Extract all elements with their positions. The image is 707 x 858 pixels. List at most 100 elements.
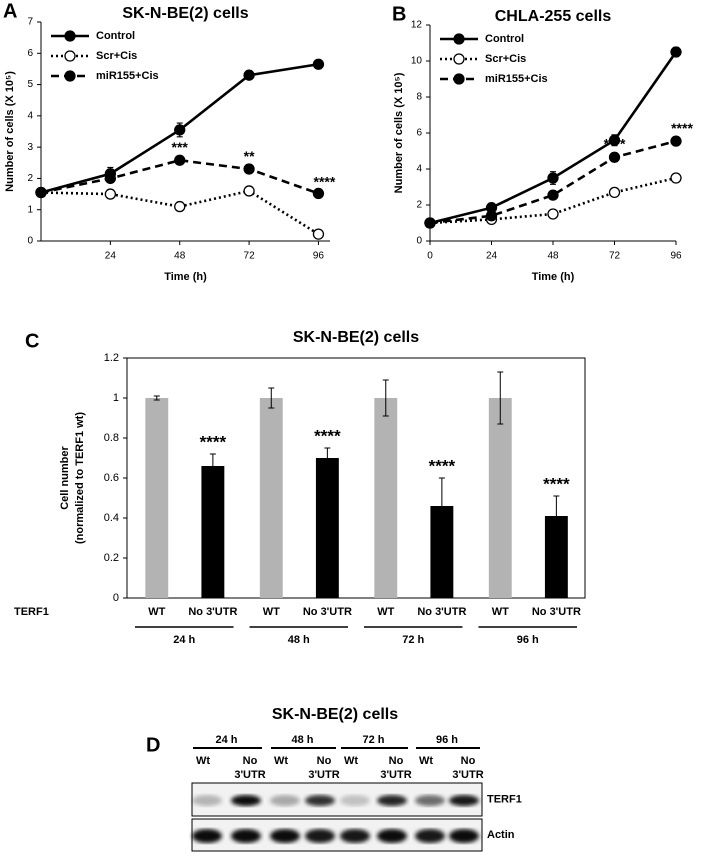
x-tick-label: 72: [244, 251, 256, 262]
bar-label: WT: [263, 606, 280, 618]
y-axis-label: Cell number: [59, 446, 71, 510]
panel-label: D: [146, 734, 160, 756]
y-tick-label: 0.2: [104, 552, 119, 564]
band: [231, 795, 261, 806]
significance: ***: [172, 139, 189, 155]
significance: *: [550, 173, 556, 189]
marker: [485, 210, 498, 222]
series-line: [429, 139, 677, 225]
legend-marker: [453, 33, 465, 45]
y-tick-label: 7: [27, 17, 33, 28]
marker: [104, 172, 117, 185]
band: [340, 795, 370, 806]
marker: [608, 134, 621, 146]
x-tick-label: 72: [609, 251, 621, 262]
marker: [670, 46, 682, 58]
marker: [243, 185, 255, 197]
bar-label: No 3'UTR: [303, 606, 352, 618]
bar-label: No 3'UTR: [188, 606, 237, 618]
lane-label: Wt: [344, 755, 358, 767]
lane-label: No: [317, 755, 332, 767]
significance: ****: [314, 173, 336, 189]
lane-label: 3'UTR: [234, 769, 265, 781]
significance: ****: [604, 135, 626, 151]
row-label: TERF1: [487, 793, 522, 805]
marker: [312, 187, 325, 200]
y-tick-label: 4: [416, 164, 422, 175]
band: [449, 795, 479, 806]
band: [192, 829, 222, 843]
lane-label: 3'UTR: [308, 769, 339, 781]
legend-label: Scr+Cis: [96, 50, 137, 62]
marker: [670, 135, 682, 147]
bar-label: WT: [148, 606, 165, 618]
y-axis-label: Number of cells (X 10⁵): [4, 71, 16, 192]
bar: [201, 466, 225, 598]
marker: [547, 208, 559, 220]
x-tick-label: 96: [313, 251, 325, 262]
band: [231, 829, 261, 843]
significance: ****: [429, 456, 456, 475]
error-bar: [497, 371, 504, 425]
band: [340, 829, 370, 843]
legend-label: Control: [96, 30, 135, 42]
x-tick-label: 48: [174, 251, 186, 262]
band: [192, 795, 222, 806]
y-tick-label: 0: [113, 592, 119, 604]
series-line: [40, 158, 319, 195]
bar: [544, 516, 568, 598]
y-axis-label: Number of cells (X 10⁵): [393, 72, 405, 193]
lane-label: Wt: [274, 755, 288, 767]
marker: [174, 154, 186, 166]
band: [449, 829, 479, 843]
legend-label: miR155+Cis: [485, 73, 548, 85]
lane-label: 3'UTR: [380, 769, 411, 781]
bar: [315, 458, 339, 598]
marker: [608, 151, 621, 163]
legend-marker: [64, 70, 76, 82]
significance: **: [244, 148, 255, 164]
chart-title: SK-N-BE(2) cells: [293, 329, 419, 346]
bar-label: WT: [377, 606, 394, 618]
marker: [35, 186, 47, 199]
marker: [104, 188, 117, 200]
lane-label: Wt: [419, 755, 433, 767]
error-bar: [209, 453, 216, 479]
marker: [174, 200, 186, 213]
marker: [670, 172, 682, 184]
y-tick-label: 5: [27, 79, 33, 90]
legend-marker: [453, 53, 465, 65]
bar: [430, 506, 454, 598]
row-label: Actin: [487, 829, 515, 841]
marker: [243, 69, 255, 81]
legend-marker: [64, 30, 76, 42]
error-bar: [553, 495, 560, 537]
legend-label: miR155+Cis: [96, 70, 159, 82]
marker: [424, 217, 436, 229]
y-tick-label: 0: [27, 236, 33, 247]
y-axis-label: (normalized to TERF1 wt): [74, 412, 86, 544]
plot-frame: [126, 357, 586, 599]
band: [415, 795, 445, 806]
error-bar: [268, 387, 275, 409]
timepoint-label: 48 h: [291, 734, 313, 746]
legend-marker: [453, 73, 465, 85]
timepoint-label: 72 h: [362, 734, 384, 746]
y-tick-label: 4: [27, 110, 33, 121]
y-tick-label: 1: [113, 392, 119, 404]
x-tick-label: 48 h: [288, 634, 310, 646]
band: [305, 829, 335, 843]
bar: [374, 398, 398, 598]
bar-label: No 3'UTR: [532, 606, 581, 618]
legend-label: Control: [485, 33, 524, 45]
significance: ****: [543, 474, 570, 493]
band: [377, 795, 407, 806]
series-line: [40, 189, 320, 236]
series-line: [429, 176, 677, 225]
timepoint-label: 96 h: [436, 734, 458, 746]
y-tick-label: 10: [411, 56, 423, 67]
significance: ****: [200, 432, 227, 451]
panel-label: B: [392, 3, 406, 25]
lane-label: 3'UTR: [452, 769, 483, 781]
